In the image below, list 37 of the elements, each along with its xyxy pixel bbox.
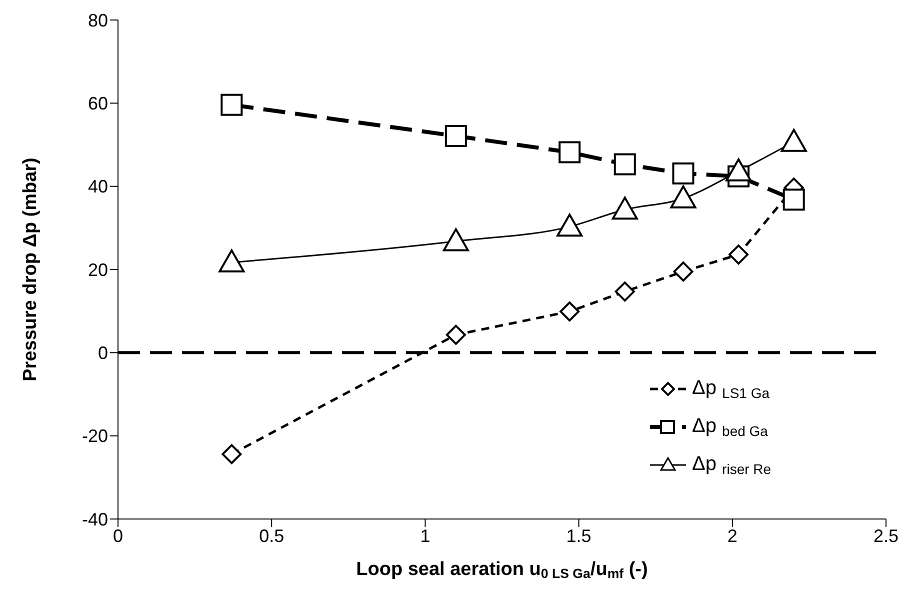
- point: [446, 324, 466, 345]
- point: [442, 228, 469, 252]
- point: [782, 188, 805, 211]
- x-tick-label: 1.5: [566, 526, 592, 546]
- point: [612, 196, 638, 220]
- point: [556, 214, 583, 237]
- point: [728, 244, 749, 265]
- point: [614, 153, 636, 176]
- y-tick-label: 0: [98, 343, 108, 364]
- x-tick-label: 2: [727, 526, 738, 546]
- y-tick-label: -40: [82, 509, 108, 530]
- point: [672, 162, 694, 184]
- point: [670, 185, 696, 208]
- point: [560, 302, 580, 322]
- point: [222, 444, 242, 464]
- x-tick-label: 1: [420, 526, 430, 546]
- y-tick-label: 60: [88, 94, 108, 114]
- point: [614, 282, 635, 302]
- y-axis-title: Pressure drop Δp (mbar): [20, 158, 41, 382]
- point: [444, 125, 467, 148]
- point: [780, 128, 807, 152]
- point: [558, 141, 581, 164]
- x-tick-label: 0.5: [259, 526, 284, 546]
- legend-label: Δp $_{LS1 Ga}$: [692, 377, 770, 400]
- y-tick-label: 80: [88, 10, 108, 30]
- point: [220, 94, 243, 116]
- y-tick-label: -20: [82, 426, 108, 446]
- x-tick-label: 0: [112, 526, 124, 546]
- y-tick-label: 40: [88, 176, 108, 197]
- x-tick-label: 2.5: [873, 526, 899, 546]
- point: [673, 262, 694, 282]
- point: [218, 249, 245, 272]
- y-tick-label: 20: [88, 260, 108, 280]
- legend-label: Δp $_{bed Ga}$: [692, 415, 768, 438]
- point: [726, 158, 752, 182]
- x-axis-title: Loop seal aeration u$_{0 LS Ga}$/u$_{mf}$ (-): [356, 559, 648, 582]
- legend-label: Δp $_{riser Re}$: [692, 453, 772, 476]
